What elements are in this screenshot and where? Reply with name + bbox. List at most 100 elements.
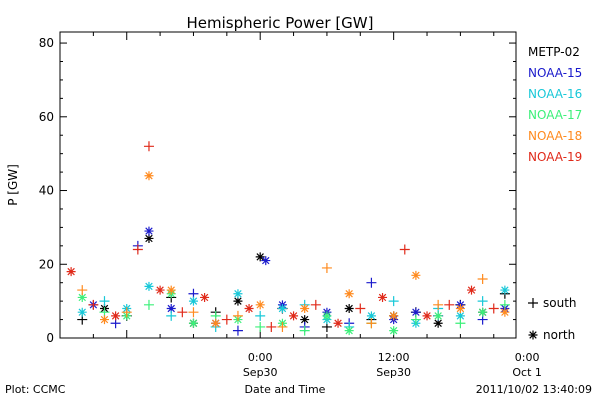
y-axis-label: P [GW] xyxy=(6,164,20,206)
plus-point xyxy=(477,296,488,307)
star-point xyxy=(144,171,154,181)
data-points xyxy=(66,141,510,336)
plus-point xyxy=(166,310,177,321)
series-noaa-15 xyxy=(88,226,510,336)
x-axis-label: Date and Time xyxy=(245,383,326,396)
star-point xyxy=(144,281,154,291)
plus-point xyxy=(366,277,377,288)
star-point xyxy=(255,300,265,310)
star-point xyxy=(300,315,310,325)
plus-point xyxy=(255,310,266,321)
star-point xyxy=(467,285,477,295)
y-ticks: 0 20 40 60 80 xyxy=(39,36,516,345)
star-point xyxy=(455,304,465,314)
plus-point xyxy=(277,321,288,332)
star-point xyxy=(322,311,332,321)
series-noaa-18 xyxy=(77,171,510,332)
plus-point xyxy=(299,325,310,336)
star-point xyxy=(528,330,538,340)
star-point xyxy=(433,311,443,321)
star-point xyxy=(500,285,510,295)
y-tick-label: 40 xyxy=(39,184,54,198)
star-point xyxy=(422,311,432,321)
plus-point xyxy=(388,296,399,307)
plus-point xyxy=(88,299,99,310)
star-point xyxy=(77,307,87,317)
star-point xyxy=(289,311,299,321)
marker-legend-label: south xyxy=(543,296,577,310)
chart-title: Hemispheric Power [GW] xyxy=(187,14,374,32)
legend-entry: NOAA-16 xyxy=(528,87,582,101)
star-point xyxy=(155,285,165,295)
star-point xyxy=(144,226,154,236)
legend-entry: NOAA-19 xyxy=(528,150,582,164)
plus-point xyxy=(132,244,143,255)
plus-point xyxy=(455,318,466,329)
y-tick-label: 20 xyxy=(39,257,54,271)
star-point xyxy=(389,311,399,321)
marker-legend: south north xyxy=(528,296,577,342)
plus-point xyxy=(488,303,499,314)
star-point xyxy=(300,304,310,314)
x-tick-label-time: 0:00 xyxy=(248,351,273,364)
legend-entry: NOAA-17 xyxy=(528,108,582,122)
legend-entry: NOAA-18 xyxy=(528,129,582,143)
star-point xyxy=(333,318,343,328)
star-point xyxy=(244,304,254,314)
star-point xyxy=(378,292,388,302)
star-point xyxy=(166,304,176,314)
star-point xyxy=(166,285,176,295)
plus-point xyxy=(255,321,266,332)
star-point xyxy=(255,252,265,262)
star-point xyxy=(66,267,76,277)
star-point xyxy=(344,326,354,336)
star-point xyxy=(261,256,271,266)
marker-legend-label: north xyxy=(543,328,575,342)
plus-point xyxy=(221,314,232,325)
star-point xyxy=(411,307,421,317)
plus-point xyxy=(266,321,277,332)
x-tick-label-date: Sep30 xyxy=(243,366,278,379)
star-point xyxy=(111,311,121,321)
plus-point xyxy=(399,244,410,255)
legend-entry: METP-02 xyxy=(528,45,580,59)
star-point xyxy=(144,233,154,243)
plus-point xyxy=(143,141,154,152)
timestamp: 2011/10/02 13:40:09 xyxy=(476,383,592,396)
star-point xyxy=(366,311,376,321)
star-point xyxy=(344,289,354,299)
star-point xyxy=(455,311,465,321)
plus-point xyxy=(410,314,421,325)
star-point xyxy=(277,304,287,314)
x-tick-label-date: Sep30 xyxy=(376,366,411,379)
star-point xyxy=(389,326,399,336)
x-tick-label-time: 0:00 xyxy=(515,351,540,364)
plus-point xyxy=(310,299,321,310)
plus-point xyxy=(188,307,199,318)
plus-point xyxy=(477,274,488,285)
star-point xyxy=(433,318,443,328)
plus-point xyxy=(355,303,366,314)
series-noaa-19 xyxy=(66,141,499,332)
plus-point xyxy=(433,299,444,310)
plus-point xyxy=(232,310,243,321)
plus-point xyxy=(99,296,110,307)
series-legend: METP-02 NOAA-15 NOAA-16 NOAA-17 NOAA-18 NOAA-… xyxy=(528,45,582,164)
plot-frame xyxy=(59,31,517,339)
plus-point xyxy=(77,285,88,296)
star-point xyxy=(344,304,354,314)
star-point xyxy=(411,270,421,280)
plus-point xyxy=(232,325,243,336)
plot-axes xyxy=(59,31,517,339)
star-point xyxy=(188,296,198,306)
plus-point xyxy=(528,298,538,308)
plus-point xyxy=(366,318,377,329)
star-point xyxy=(233,296,243,306)
star-point xyxy=(77,292,87,302)
y-tick-label: 60 xyxy=(39,110,54,124)
series-noaa-16 xyxy=(77,281,510,332)
plus-point xyxy=(444,299,455,310)
legend-entry: NOAA-15 xyxy=(528,66,582,80)
star-point xyxy=(200,292,210,302)
